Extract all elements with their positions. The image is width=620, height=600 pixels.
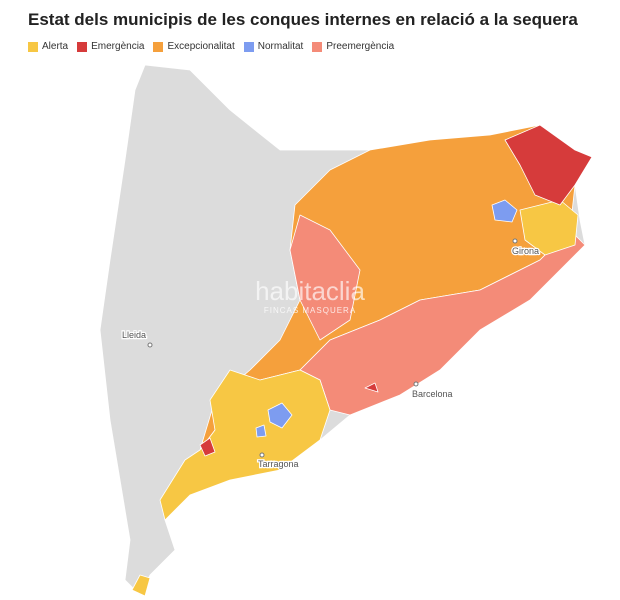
legend-swatch: [77, 41, 88, 52]
region: [364, 382, 379, 393]
legend-swatch: [243, 41, 254, 52]
region: [267, 402, 293, 429]
legend-item: Emergència: [77, 41, 144, 52]
legend-item: Alerta: [28, 41, 68, 52]
legend-swatch: [312, 41, 323, 52]
region: [504, 124, 593, 206]
city-dot: [512, 238, 518, 244]
region: [491, 199, 518, 223]
legend-label: Alerta: [42, 41, 69, 52]
map-title: Estat dels municipis de les conques inte…: [28, 10, 578, 29]
legend-swatch: [153, 41, 164, 52]
city-dot: [259, 452, 265, 458]
legend-label: Preemergència: [326, 41, 395, 52]
city-label: Girona: [512, 246, 539, 256]
region: [199, 437, 216, 457]
legend-item: Normalitat: [243, 41, 304, 52]
legend-label: Excepcionalitat: [167, 41, 235, 52]
watermark-agency: FINCAS MASQUERA: [264, 306, 356, 315]
legend-label: Normalitat: [257, 41, 304, 52]
legend: Alerta Emergència Excepcionalitat Normalita…: [28, 41, 394, 52]
legend-item: Excepcionalitat: [153, 41, 235, 52]
legend-item: Preemergència: [312, 41, 394, 52]
region: [289, 214, 361, 341]
city-label: Lleida: [122, 330, 146, 340]
watermark-brand: habitaclia: [255, 276, 365, 306]
city-dot: [413, 381, 419, 387]
legend-label: Emergència: [91, 41, 145, 52]
city-label: Barcelona: [412, 389, 453, 399]
city-dot: [147, 342, 153, 348]
city-label: Tarragona: [258, 459, 299, 469]
legend-swatch: [28, 41, 38, 52]
region: [131, 574, 151, 597]
region: [255, 424, 267, 438]
